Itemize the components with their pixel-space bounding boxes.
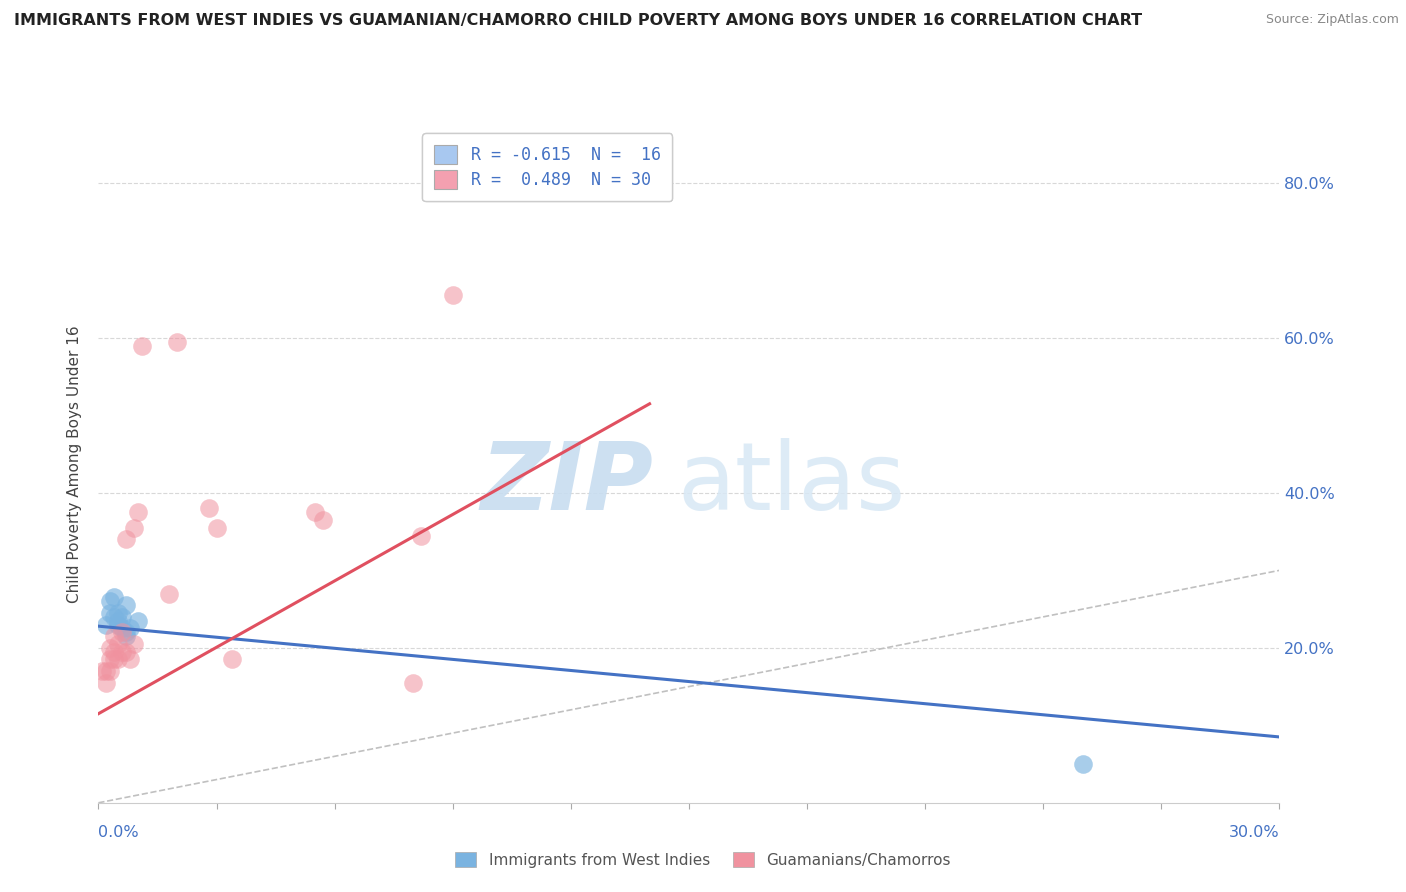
Point (98, 594, 121, 608)
Point (131, 339, 153, 353)
Point (111, 622, 134, 636)
Point (221, 652, 243, 666)
Point (96, 664, 118, 678)
Point (103, 629, 125, 643)
Point (115, 625, 138, 640)
Point (103, 610, 125, 624)
Point (91, 664, 114, 678)
Legend: R = -0.615  N =  16, R =  0.489  N = 30: R = -0.615 N = 16, R = 0.489 N = 30 (422, 133, 672, 201)
Point (441, 288, 464, 302)
Text: IMMIGRANTS FROM WEST INDIES VS GUAMANIAN/CHAMORRO CHILD POVERTY AMONG BOYS UNDER: IMMIGRANTS FROM WEST INDIES VS GUAMANIAN… (14, 13, 1142, 29)
Point (402, 675, 425, 690)
Point (103, 652, 125, 666)
Point (98, 640, 121, 655)
Point (122, 637, 145, 651)
Point (115, 645, 138, 659)
Point (122, 521, 145, 535)
Point (127, 505, 149, 519)
Text: 0.0%: 0.0% (98, 825, 139, 840)
Text: Source: ZipAtlas.com: Source: ZipAtlas.com (1265, 13, 1399, 27)
Point (103, 645, 125, 659)
Point (118, 652, 141, 666)
Point (157, 586, 180, 600)
Point (107, 637, 129, 651)
Point (127, 614, 149, 628)
Point (107, 617, 129, 632)
Point (107, 614, 129, 628)
Point (115, 533, 138, 547)
Y-axis label: Child Poverty Among Boys Under 16: Child Poverty Among Boys Under 16 (67, 325, 83, 603)
Point (411, 528, 433, 542)
Point (118, 622, 141, 636)
Point (98, 606, 121, 620)
Point (312, 513, 335, 527)
Point (96, 617, 118, 632)
Point (115, 599, 138, 613)
Text: 30.0%: 30.0% (1229, 825, 1279, 840)
Point (98, 664, 121, 678)
Text: ZIP: ZIP (481, 438, 654, 530)
Point (304, 505, 326, 519)
Point (98, 652, 121, 666)
Point (115, 629, 138, 643)
Point (96, 675, 118, 690)
Legend: Immigrants from West Indies, Guamanians/Chamorros: Immigrants from West Indies, Guamanians/… (447, 844, 959, 875)
Point (197, 501, 219, 516)
Point (107, 606, 129, 620)
Point (107, 652, 129, 666)
Point (103, 591, 125, 605)
Point (1071, 757, 1094, 772)
Point (111, 645, 134, 659)
Point (111, 625, 134, 640)
Point (205, 521, 228, 535)
Point (166, 334, 188, 349)
Point (111, 610, 134, 624)
Text: atlas: atlas (678, 438, 905, 530)
